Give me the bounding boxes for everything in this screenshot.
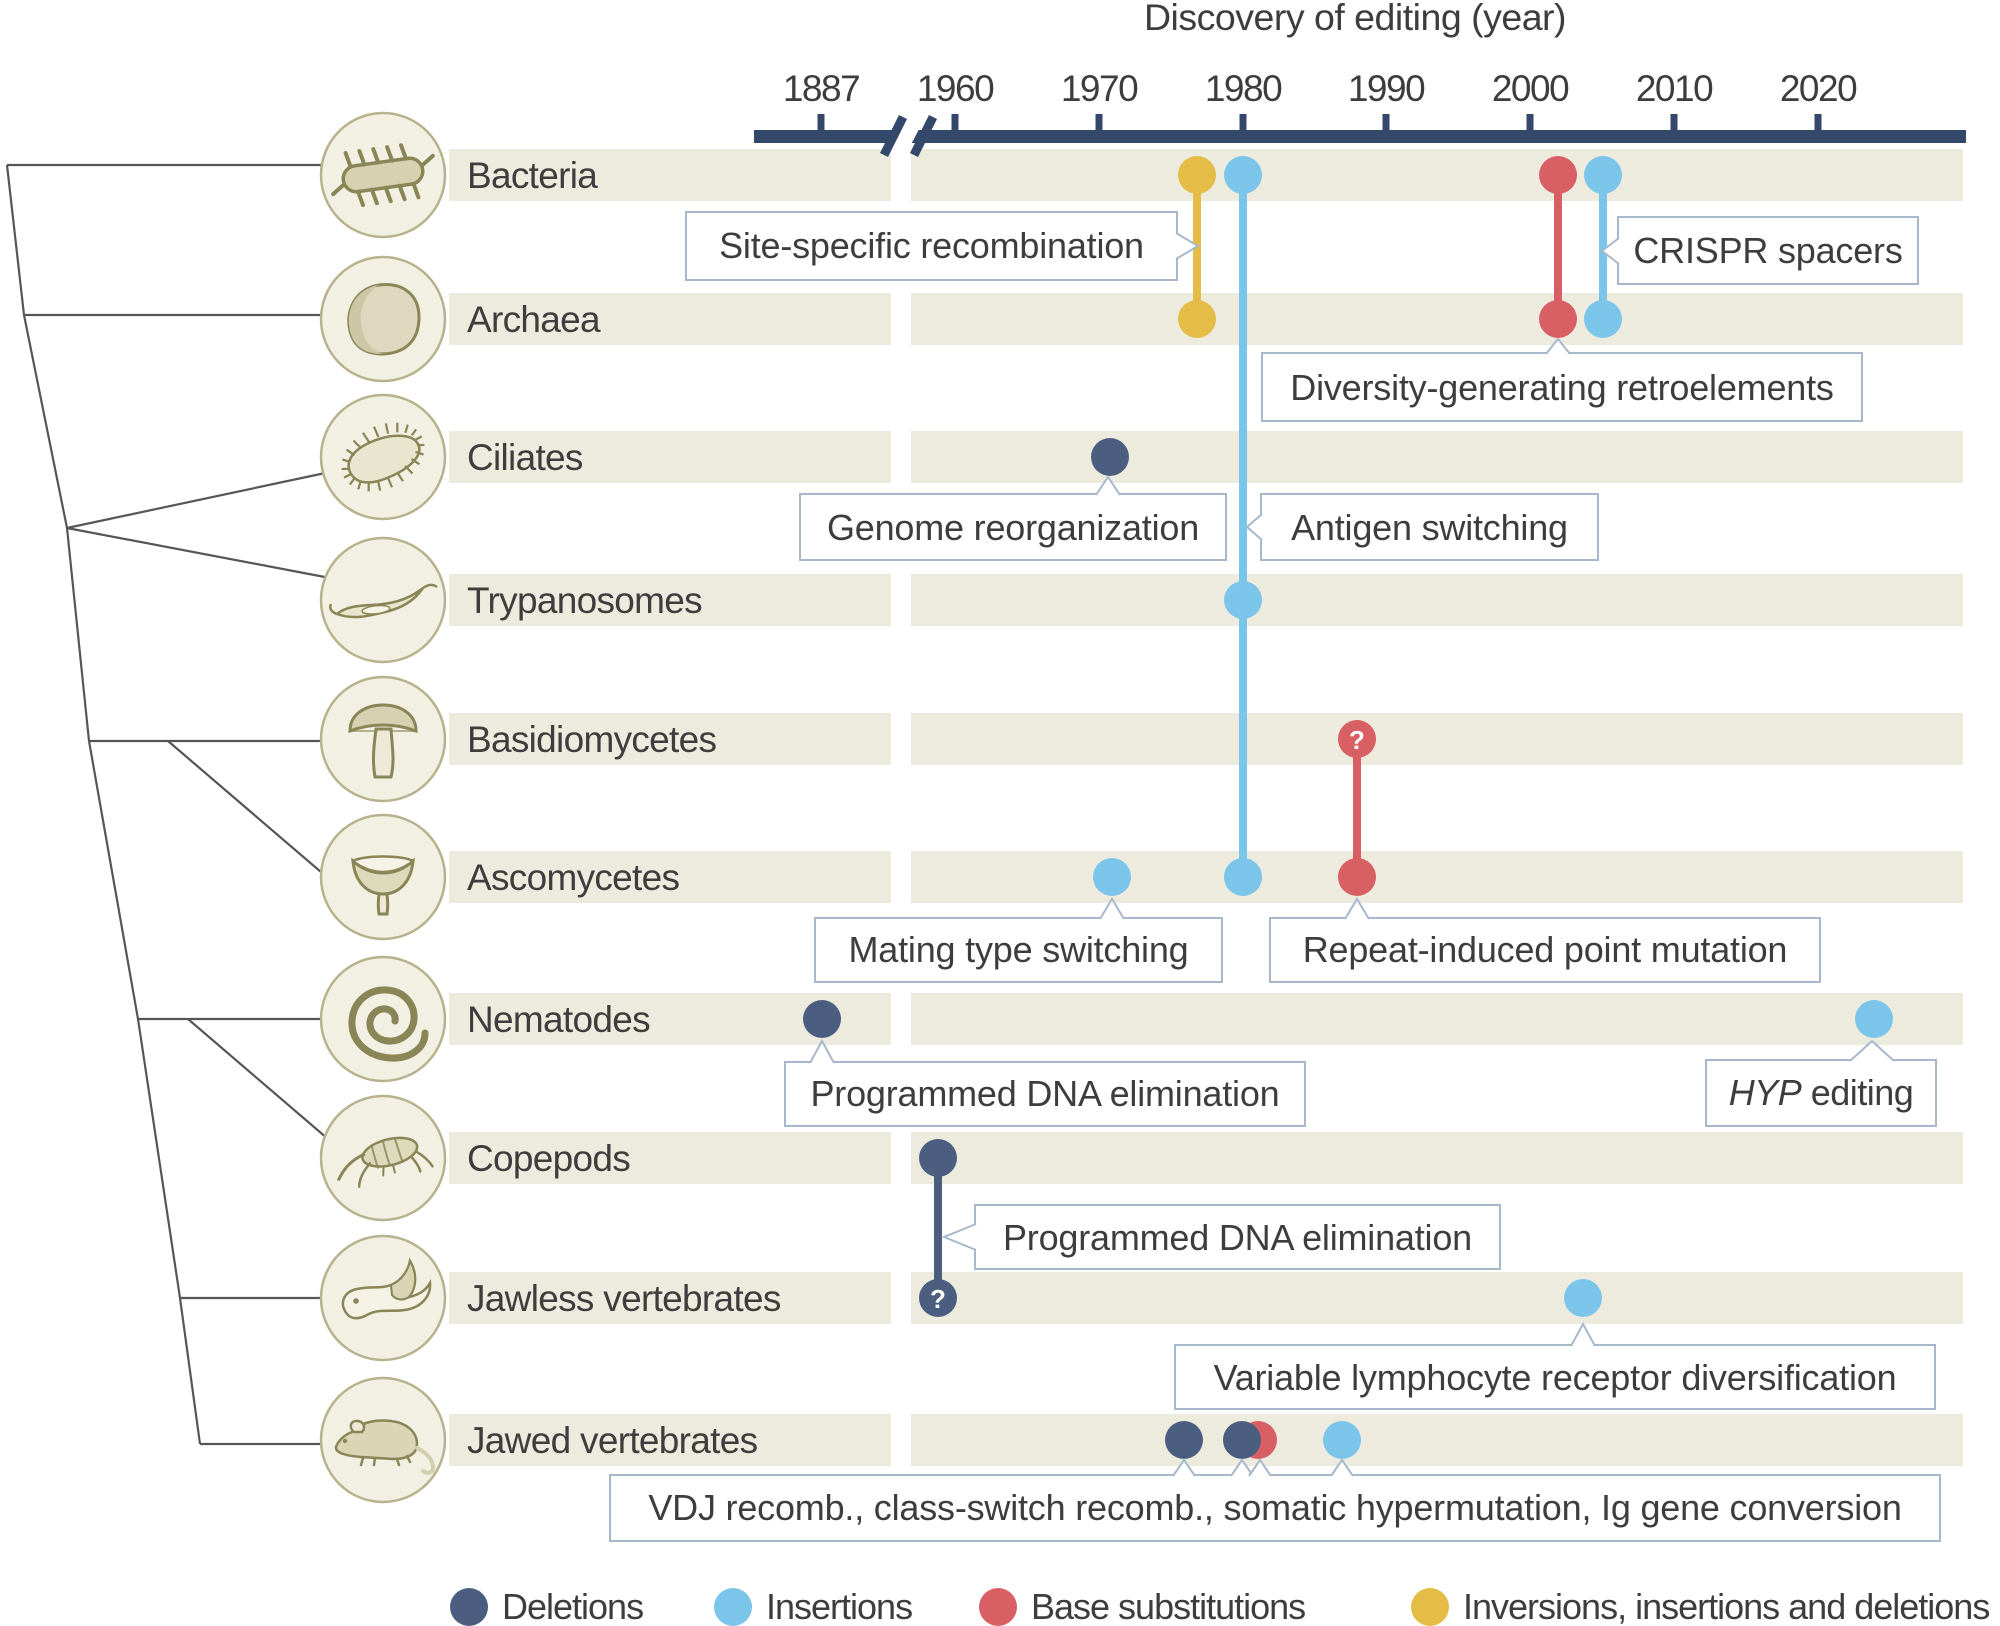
svg-text:?: ? xyxy=(1349,725,1365,755)
svg-text:Genome reorganization: Genome reorganization xyxy=(827,507,1199,548)
svg-text:Variable lymphocyte receptor d: Variable lymphocyte receptor diversifica… xyxy=(1214,1357,1897,1398)
svg-text:1980: 1980 xyxy=(1205,68,1282,109)
svg-text:Diversity-generating retroelem: Diversity-generating retroelements xyxy=(1290,367,1833,408)
svg-text:Copepods: Copepods xyxy=(467,1138,630,1179)
svg-text:Basidiomycetes: Basidiomycetes xyxy=(467,719,717,760)
svg-text:Deletions: Deletions xyxy=(502,1586,643,1626)
svg-text:Base substitutions: Base substitutions xyxy=(1031,1586,1305,1626)
svg-text:HYP editing: HYP editing xyxy=(1729,1072,1914,1113)
svg-text:Ascomycetes: Ascomycetes xyxy=(467,857,680,898)
svg-text:1970: 1970 xyxy=(1061,68,1138,109)
svg-text:CRISPR spacers: CRISPR spacers xyxy=(1633,230,1902,271)
svg-text:Bacteria: Bacteria xyxy=(467,155,598,196)
svg-text:1960: 1960 xyxy=(917,68,994,109)
svg-text:Antigen switching: Antigen switching xyxy=(1291,507,1568,548)
svg-text:Jawed vertebrates: Jawed vertebrates xyxy=(467,1420,758,1461)
svg-text:VDJ recomb., class-switch reco: VDJ recomb., class-switch recomb., somat… xyxy=(648,1487,1901,1528)
svg-text:Ciliates: Ciliates xyxy=(467,437,583,478)
svg-text:Insertions: Insertions xyxy=(766,1586,912,1626)
svg-text:2020: 2020 xyxy=(1780,68,1857,109)
svg-text:1887: 1887 xyxy=(783,68,859,109)
svg-text:Archaea: Archaea xyxy=(467,299,601,340)
svg-text:Nematodes: Nematodes xyxy=(467,999,650,1040)
svg-text:Programmed DNA elimination: Programmed DNA elimination xyxy=(811,1073,1280,1114)
svg-text:?: ? xyxy=(930,1284,946,1314)
svg-text:Programmed DNA elimination: Programmed DNA elimination xyxy=(1003,1217,1472,1258)
svg-text:Site-specific recombination: Site-specific recombination xyxy=(719,225,1144,266)
svg-text:2010: 2010 xyxy=(1636,68,1713,109)
svg-text:1990: 1990 xyxy=(1348,68,1425,109)
svg-text:Discovery of editing (year): Discovery of editing (year) xyxy=(1144,0,1566,38)
svg-text:Mating type switching: Mating type switching xyxy=(849,929,1189,970)
svg-text:2000: 2000 xyxy=(1492,68,1569,109)
svg-text:Jawless vertebrates: Jawless vertebrates xyxy=(467,1278,781,1319)
svg-text:Inversions, insertions and del: Inversions, insertions and deletions xyxy=(1463,1586,1989,1626)
svg-text:Trypanosomes: Trypanosomes xyxy=(467,580,702,621)
svg-text:Repeat-induced point mutation: Repeat-induced point mutation xyxy=(1303,929,1788,970)
